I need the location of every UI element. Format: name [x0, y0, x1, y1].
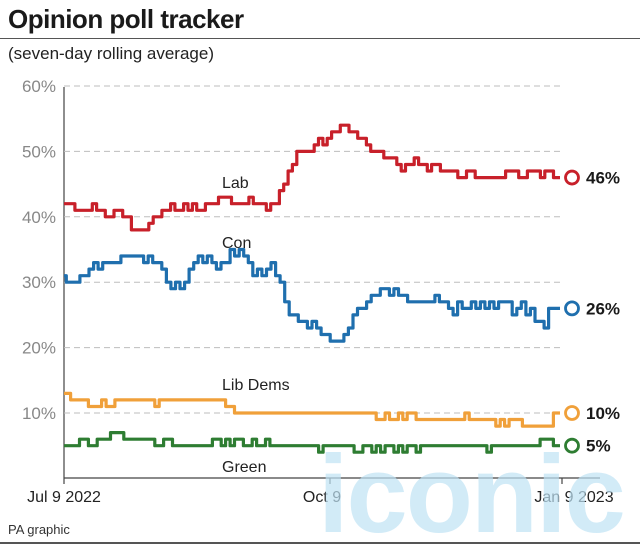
- x-tick-label: Oct 9: [303, 489, 341, 506]
- end-marker-green: [564, 437, 580, 454]
- end-value-lib-dems: 10%: [586, 404, 620, 423]
- end-marker-con: [564, 300, 580, 317]
- header-divider: [0, 38, 640, 39]
- y-tick-label: 40%: [22, 208, 56, 227]
- chart-subtitle: (seven-day rolling average): [8, 44, 214, 63]
- end-value-lab: 46%: [586, 169, 620, 188]
- y-tick-label: 30%: [22, 273, 56, 292]
- footer-divider: [0, 542, 640, 544]
- y-tick-label: 10%: [22, 404, 56, 423]
- series-line-con: [64, 247, 560, 343]
- x-tick-label: Jul 9 2022: [27, 489, 101, 506]
- series-line-lib-dems: [64, 391, 560, 428]
- series-line-lab: [64, 123, 560, 232]
- end-value-green: 5%: [586, 437, 611, 456]
- y-tick-label: 20%: [22, 339, 56, 358]
- y-tick-label: 50%: [22, 142, 56, 161]
- y-tick-label: 60%: [22, 77, 56, 96]
- series-label-lab: Lab: [222, 175, 249, 192]
- series-label-lib-dems: Lib Dems: [222, 377, 290, 394]
- series-label-con: Con: [222, 235, 251, 252]
- x-tick-label: Jan 9 2023: [534, 489, 613, 506]
- source-credit: PA graphic: [8, 522, 70, 537]
- series-line-green: [64, 431, 560, 454]
- end-marker-lab: [564, 169, 580, 186]
- watermark-logo: iconic: [318, 433, 626, 556]
- end-marker-lib-dems: [564, 405, 580, 421]
- chart-title: Opinion poll tracker: [8, 4, 244, 34]
- end-value-con: 26%: [586, 299, 620, 318]
- series-label-green: Green: [222, 459, 266, 476]
